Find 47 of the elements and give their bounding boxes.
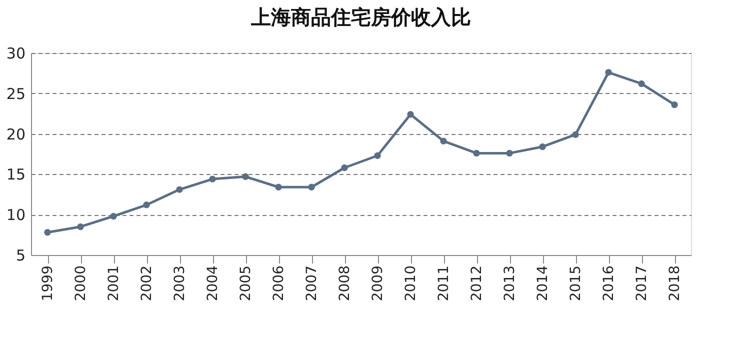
point [176,186,183,193]
point [308,184,315,190]
point [440,138,447,144]
y-tick-label: 5 [16,246,26,264]
x-tick-label: 2011 [436,266,452,302]
x-tick-label: 2008 [337,266,353,302]
point [506,150,513,157]
point [605,69,612,76]
x-tick-label: 2010 [403,266,419,302]
point [275,184,282,190]
x-tick-label: 2009 [370,266,386,302]
x-tick-label: 2012 [469,266,485,302]
x-tick-label: 2016 [601,265,617,302]
point [209,176,216,182]
point [110,212,117,220]
y-tick-label: 30 [6,44,26,62]
x-tick-label: 2006 [271,265,287,302]
x-tick-label: 2005 [238,266,254,302]
point [77,223,84,230]
point [143,202,150,208]
x-tick-label: 2017 [634,266,650,302]
x-tick-label: 2007 [304,266,320,302]
x-tick-label: 2018 [667,266,683,302]
point [374,152,381,159]
x-tick-label: 1999 [40,266,56,302]
x-tick-label: 2015 [568,266,584,302]
point [638,80,645,88]
point [671,101,678,108]
x-tick-label: 2002 [139,266,155,302]
point [242,173,249,180]
point [572,131,579,138]
x-tick-label: 2001 [106,266,122,302]
point [341,164,348,172]
point [407,111,414,118]
point [539,143,546,150]
point [473,150,480,157]
y-tick-label: 15 [6,166,26,184]
point [44,229,51,236]
x-tick-label: 2000 [73,266,89,302]
y-tick-label: 20 [6,125,26,144]
y-tick-label: 10 [6,206,26,224]
x-tick-label: 2003 [172,266,188,302]
x-tick-label: 2004 [205,265,221,302]
y-tick-label: 25 [6,84,26,103]
x-tick-label: 2014 [535,265,551,302]
x-tick-label: 2013 [502,266,518,302]
chart-title: 上海商品住宅房价收入比 [250,5,471,29]
